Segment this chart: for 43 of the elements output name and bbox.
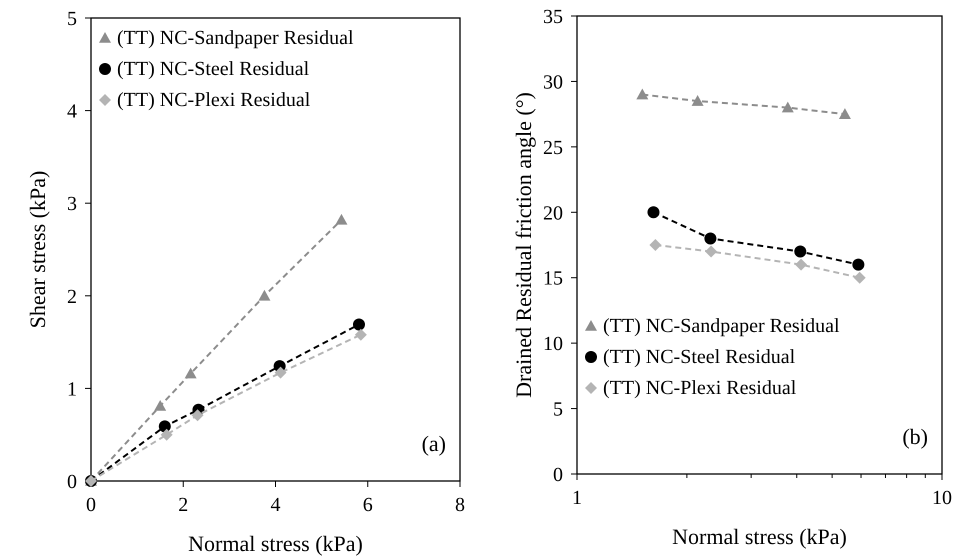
x-tick-label: 2 — [178, 494, 188, 516]
y-tick-label: 5 — [553, 398, 563, 421]
x-tick-label: 6 — [362, 494, 373, 516]
x-axis-title: Normal stress (kPa) — [188, 531, 363, 556]
annotation: (a) — [422, 431, 446, 456]
x-tick-label: 1 — [572, 487, 582, 509]
x-tick-label: 10 — [932, 487, 952, 509]
legend-label: (TT) NC-Plexi Residual — [603, 377, 797, 399]
y-tick-label: 1 — [67, 378, 77, 400]
y-tick-label: 0 — [553, 464, 563, 486]
x-tick-label: 8 — [455, 494, 465, 516]
legend-label: (TT) NC-Sandpaper Residual — [117, 27, 354, 49]
point — [192, 409, 204, 422]
y-tick-label: 15 — [543, 268, 563, 290]
legend-label: (TT) NC-Steel Residual — [117, 58, 310, 80]
x-tick-label: 0 — [86, 494, 96, 516]
legend-label: (TT) NC-Sandpaper Residual — [603, 315, 840, 337]
y-tick-label: 20 — [543, 202, 563, 224]
point — [352, 318, 365, 331]
point — [160, 428, 173, 441]
annotation: (b) — [902, 424, 928, 449]
x-axis-title: Normal stress (kPa) — [672, 524, 847, 549]
y-axis-title: Shear stress (kPa) — [25, 170, 50, 328]
y-tick-label: 3 — [67, 193, 77, 216]
legend-label: (TT) NC-Steel Residual — [603, 346, 796, 368]
point — [258, 290, 270, 301]
point — [354, 328, 367, 341]
point — [335, 214, 348, 225]
y-tick-label: 10 — [543, 333, 563, 356]
point — [154, 400, 166, 411]
y-tick-label: 30 — [543, 71, 563, 94]
x-tick-label: 4 — [270, 494, 280, 516]
point — [184, 368, 197, 378]
legend-label: (TT) NC-Plexi Residual — [117, 89, 311, 111]
y-tick-label: 4 — [67, 100, 77, 123]
point — [158, 420, 171, 432]
point — [274, 366, 287, 379]
y-tick-label: 0 — [67, 471, 77, 493]
y-axis-title: Drained Residual friction angle (°) — [511, 92, 536, 398]
y-tick-label: 35 — [543, 6, 563, 28]
y-tick-label: 5 — [67, 8, 77, 30]
y-tick-label: 25 — [543, 136, 563, 159]
y-tick-label: 2 — [67, 286, 77, 308]
